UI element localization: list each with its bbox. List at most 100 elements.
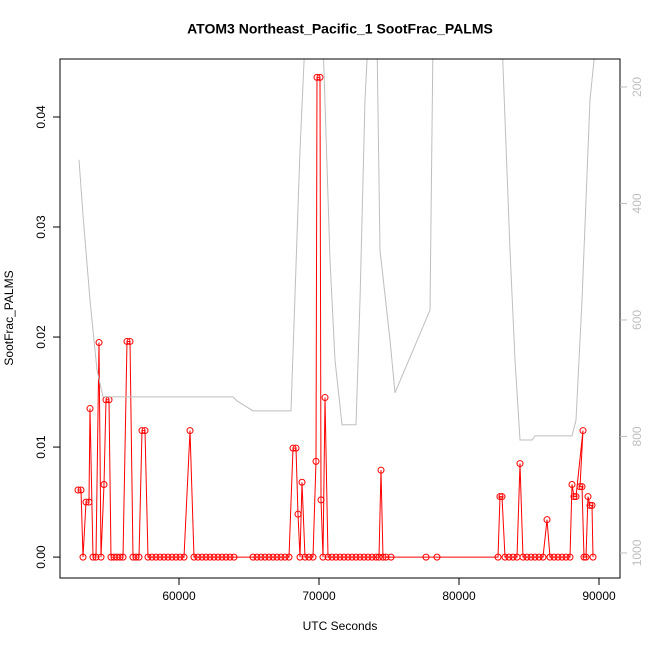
point — [344, 553, 352, 561]
point — [328, 553, 336, 561]
point — [519, 553, 527, 561]
point — [550, 553, 558, 561]
point — [523, 553, 531, 561]
point — [273, 553, 281, 561]
y2-tick-label: 1000 — [630, 539, 644, 566]
point — [313, 73, 321, 81]
series-line — [78, 76, 594, 558]
point — [285, 553, 293, 561]
point — [578, 483, 586, 491]
point — [289, 444, 297, 452]
point — [368, 553, 376, 561]
point — [580, 553, 588, 561]
point — [576, 483, 584, 491]
point — [558, 553, 566, 561]
point — [176, 553, 184, 561]
point — [156, 553, 164, 561]
point — [562, 553, 570, 561]
point — [494, 553, 502, 561]
point — [531, 553, 539, 561]
point — [543, 516, 551, 524]
point — [340, 553, 348, 561]
point — [135, 553, 143, 561]
point — [505, 553, 513, 561]
point — [509, 553, 517, 561]
plot-area — [74, 59, 597, 561]
point — [298, 478, 306, 486]
point — [309, 553, 317, 561]
point — [360, 553, 368, 561]
point — [294, 510, 302, 518]
point — [568, 480, 576, 488]
point — [100, 480, 108, 488]
point — [292, 444, 300, 452]
chart-title: ATOM3 Northeast_Pacific_1 SootFrac_PALMS — [187, 21, 493, 37]
y-tick-label: 0.03 — [34, 215, 48, 239]
point — [206, 553, 214, 561]
x-tick-label: 70000 — [302, 589, 336, 603]
point — [348, 553, 356, 561]
point — [116, 553, 124, 561]
point — [261, 553, 269, 561]
point — [86, 405, 94, 413]
point — [588, 501, 596, 509]
y2-tick-label: 200 — [630, 77, 644, 97]
point — [164, 553, 172, 561]
x-tick-label: 60000 — [162, 589, 196, 603]
point — [222, 553, 230, 561]
point — [352, 553, 360, 561]
point — [82, 498, 90, 506]
y-tick-label: 0.02 — [34, 325, 48, 349]
y2-tick-label: 600 — [630, 310, 644, 330]
point — [144, 553, 152, 561]
y-tick-label: 0.00 — [34, 545, 48, 569]
point — [210, 553, 218, 561]
point — [317, 496, 325, 504]
point — [535, 553, 543, 561]
point — [501, 553, 509, 561]
point — [132, 553, 140, 561]
point — [496, 493, 504, 501]
point — [148, 553, 156, 561]
point — [218, 553, 226, 561]
point — [589, 553, 597, 561]
x-axis-label: UTC Seconds — [303, 619, 378, 633]
point — [570, 493, 578, 501]
point — [539, 553, 547, 561]
y-tick-label: 0.04 — [34, 105, 48, 129]
series-line — [78, 59, 595, 441]
point — [95, 339, 103, 347]
point — [168, 553, 176, 561]
point — [180, 553, 188, 561]
point — [77, 486, 85, 494]
x-tick-label: 90000 — [582, 589, 616, 603]
point — [160, 553, 168, 561]
point — [582, 553, 590, 561]
point — [379, 553, 387, 561]
point — [301, 553, 309, 561]
point — [312, 457, 320, 465]
point — [527, 553, 535, 561]
point — [422, 553, 430, 561]
point — [85, 498, 93, 506]
point — [126, 337, 134, 345]
point — [172, 553, 180, 561]
point — [305, 553, 313, 561]
point — [79, 553, 87, 561]
point — [336, 553, 344, 561]
point — [319, 553, 327, 561]
point — [332, 553, 340, 561]
y2-tick-label: 800 — [630, 426, 644, 446]
point — [579, 427, 587, 435]
point — [584, 493, 592, 501]
x-tick-label: 80000 — [442, 589, 476, 603]
y2-tick-label: 400 — [630, 193, 644, 213]
point — [214, 553, 222, 561]
point — [377, 466, 385, 474]
point — [372, 553, 380, 561]
point — [123, 337, 131, 345]
point — [74, 486, 82, 494]
point — [186, 427, 194, 435]
